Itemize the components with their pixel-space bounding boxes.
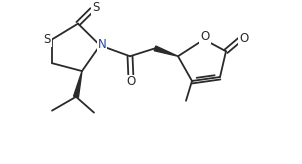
Polygon shape [74, 71, 82, 97]
Text: S: S [92, 1, 100, 14]
Text: N: N [98, 38, 106, 51]
Polygon shape [154, 46, 178, 56]
Text: O: O [239, 32, 249, 45]
Text: O: O [200, 30, 210, 43]
Text: O: O [126, 75, 136, 88]
Text: S: S [43, 33, 51, 46]
